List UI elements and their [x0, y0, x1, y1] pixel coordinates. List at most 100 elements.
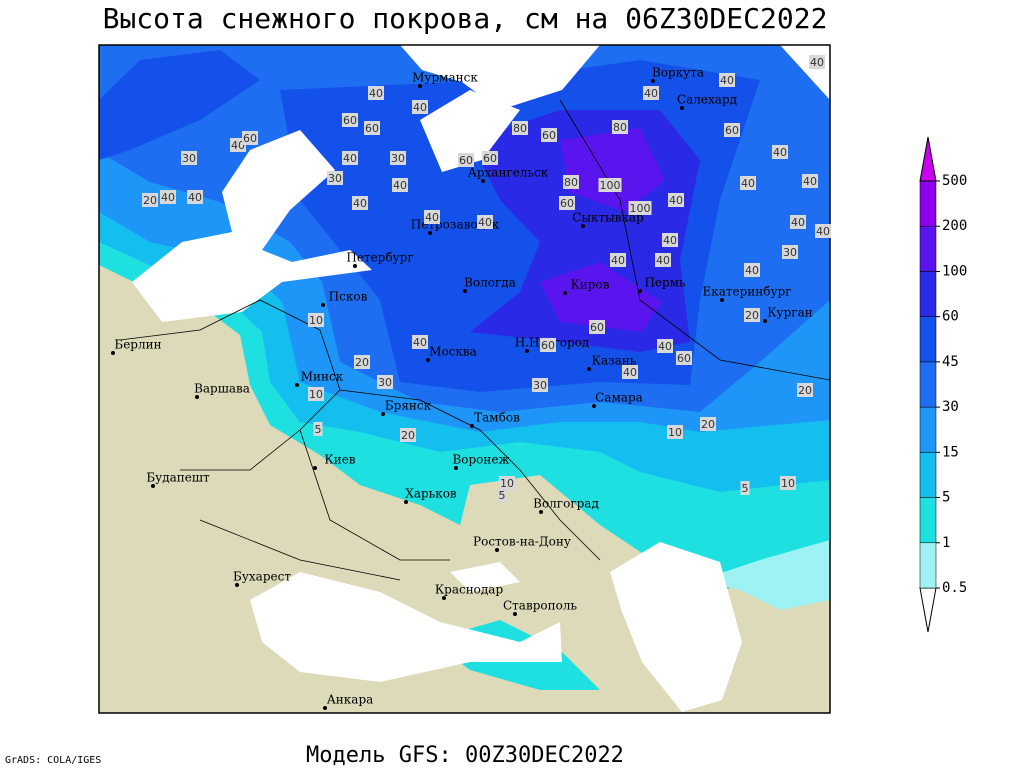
city-label: Вологда [464, 276, 516, 290]
contour-label-bg [744, 263, 760, 277]
contour-label-bg [499, 476, 515, 490]
city-label: Самара [595, 391, 643, 405]
city-label: Сыктывкар [572, 211, 644, 225]
contour-label: 5 [315, 423, 322, 436]
city-label: Псков [329, 290, 368, 304]
city-label: Волгоград [533, 497, 599, 511]
contour-label-bg [532, 378, 548, 392]
contour-label: 30 [391, 152, 405, 165]
legend-box [919, 497, 937, 544]
contour-label: 10 [309, 314, 323, 327]
legend-box [919, 542, 937, 589]
contour-label: 60 [365, 122, 379, 135]
city-dot [592, 404, 596, 408]
legend-box [919, 406, 937, 453]
contour-label: 40 [644, 87, 658, 100]
contour-label-bg [643, 86, 659, 100]
contour-label: 40 [478, 216, 492, 229]
contour-label: 30 [378, 376, 392, 389]
snow-zone [540, 262, 662, 332]
contour-label: 40 [745, 264, 759, 277]
city-dot [313, 466, 317, 470]
city-dot [454, 466, 458, 470]
contour-label-bg [541, 128, 557, 142]
contour-label-bg [780, 476, 796, 490]
contour-label-bg [676, 351, 692, 365]
contour-label: 60 [343, 114, 357, 127]
contour-label: 40 [773, 146, 787, 159]
contour-label-bg [790, 215, 806, 229]
city-dot [651, 79, 655, 83]
contour-label-bg [412, 335, 428, 349]
city-dot [442, 596, 446, 600]
contour-label-bg [657, 339, 673, 353]
contour-label-bg [187, 190, 203, 204]
city-label: Мурманск [412, 71, 478, 85]
city-label: Тамбов [474, 411, 520, 425]
contour-label: 10 [309, 388, 323, 401]
city-dot [426, 358, 430, 362]
snow-zone [560, 128, 665, 212]
city-label: Казань [592, 354, 637, 368]
city-dot [720, 298, 724, 302]
city-dot [323, 706, 327, 710]
contour-label-bg [458, 153, 474, 167]
city-label: Воркута [652, 66, 704, 80]
city-label: Архангельск [468, 166, 549, 180]
contour-label-bg [313, 422, 323, 436]
contour-label: 5 [499, 489, 506, 502]
contour-label: 30 [328, 172, 342, 185]
model-label: Модель GFS: 00Z30DEC2022 [306, 743, 624, 768]
contour-label-bg [559, 196, 575, 210]
city-label: Салехард [677, 93, 737, 107]
city-label: Краснодар [435, 583, 504, 597]
contour-label-bg [668, 193, 684, 207]
contour-label-bg [700, 417, 716, 431]
city-dot [763, 319, 767, 323]
contour-label-bg [589, 320, 605, 334]
contour-label-bg [612, 120, 628, 134]
contour-label: 20 [401, 429, 415, 442]
city-dot [418, 84, 422, 88]
sea [420, 90, 520, 172]
city-label: Москва [429, 345, 477, 359]
sea [132, 130, 372, 322]
city-dot [235, 583, 239, 587]
border [559, 99, 830, 381]
contour-label: 40 [658, 340, 672, 353]
contour-label: 40 [393, 179, 407, 192]
contour-label-bg [142, 193, 158, 207]
legend-label: 30 [942, 399, 959, 415]
contour-label-bg [540, 338, 556, 352]
legend-label: 5 [942, 490, 950, 506]
city-label: Воронеж [452, 453, 509, 467]
contour-label: 40 [810, 56, 824, 69]
snow-zone [99, 50, 260, 160]
contour-label: 60 [725, 124, 739, 137]
legend-label: 200 [942, 218, 967, 234]
contour-label: 40 [720, 74, 734, 87]
contour-label: 60 [541, 339, 555, 352]
contour-label: 60 [483, 152, 497, 165]
city-dot [295, 383, 299, 387]
contour-label: 40 [343, 152, 357, 165]
city-dot [381, 412, 385, 416]
contour-label-bg [622, 365, 638, 379]
city-dot [111, 351, 115, 355]
city-label: Берлин [114, 338, 161, 352]
contour-label: 60 [560, 197, 574, 210]
contour-label: 20 [701, 418, 715, 431]
legend-arrow [919, 136, 937, 182]
contour-label: 40 [413, 336, 427, 349]
city-dot [481, 179, 485, 183]
contour-label-bg [740, 176, 756, 190]
contour-label: 20 [143, 194, 157, 207]
city-label: Будапешт [146, 471, 210, 485]
contour-label: 40 [816, 225, 830, 238]
legend-box [919, 180, 937, 227]
contour-label-bg [308, 313, 324, 327]
contour-label: 60 [243, 132, 257, 145]
contour-label-bg [598, 178, 622, 192]
contour-label-bg [327, 171, 343, 185]
